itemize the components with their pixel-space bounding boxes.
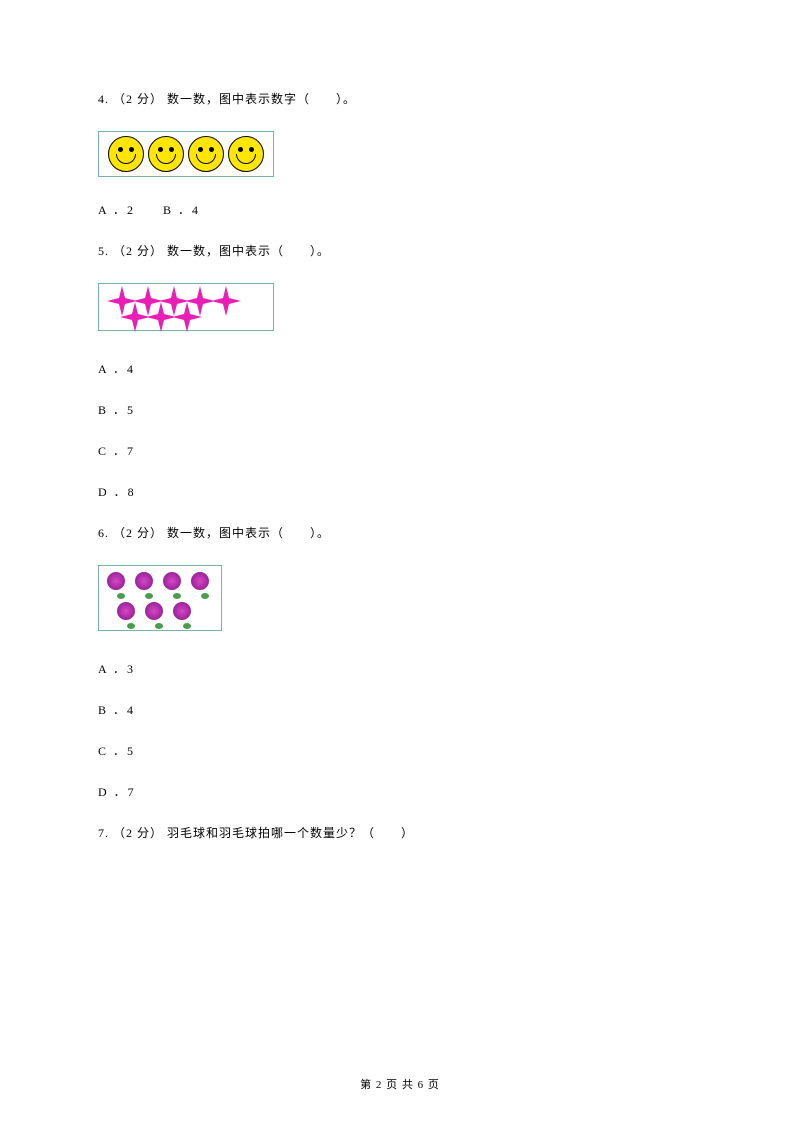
flower-icon: [107, 572, 131, 596]
question-5-option-c: C ．7: [98, 442, 702, 459]
question-4: 4. （2 分） 数一数，图中表示数字（ ）。 A ．2 B ．4: [98, 90, 702, 218]
flower-icon: [145, 602, 169, 626]
question-5-option-b: B ．5: [98, 401, 702, 418]
flower-icon: [135, 572, 159, 596]
question-6-option-b: B ．4: [98, 701, 702, 718]
question-6: 6. （2 分） 数一数，图中表示（ ）。 A ．3 B ．4 C ．5 D ．…: [98, 524, 702, 800]
flower-icon: [191, 572, 215, 596]
smiley-icon: [188, 136, 224, 172]
question-5-option-a: A ．4: [98, 360, 702, 377]
question-5-option-d: D ．8: [98, 483, 702, 500]
smiley-icon: [148, 136, 184, 172]
star-icon: [211, 286, 241, 316]
question-5-figure: [98, 283, 274, 331]
question-7-text: 7. （2 分） 羽毛球和羽毛球拍哪一个数量少？（ ）: [98, 824, 702, 841]
flower-icon: [163, 572, 187, 596]
question-6-option-c: C ．5: [98, 742, 702, 759]
smiley-icon: [228, 136, 264, 172]
question-6-figure: [98, 565, 222, 631]
flower-icon: [173, 602, 197, 626]
page-footer: 第 2 页 共 6 页: [0, 1076, 800, 1092]
question-4-options: A ．2 B ．4: [98, 201, 702, 218]
question-4-text: 4. （2 分） 数一数，图中表示数字（ ）。: [98, 90, 702, 107]
question-6-text: 6. （2 分） 数一数，图中表示（ ）。: [98, 524, 702, 541]
flower-icon: [117, 602, 141, 626]
question-5-text: 5. （2 分） 数一数，图中表示（ ）。: [98, 242, 702, 259]
question-4-figure: [98, 131, 274, 177]
question-6-option-d: D ．7: [98, 783, 702, 800]
question-6-option-a: A ．3: [98, 660, 702, 677]
question-5: 5. （2 分） 数一数，图中表示（ ）。 A ．4 B ．5 C ．7 D ．…: [98, 242, 702, 500]
smiley-icon: [108, 136, 144, 172]
star-icon: [172, 302, 202, 332]
question-7: 7. （2 分） 羽毛球和羽毛球拍哪一个数量少？（ ）: [98, 824, 702, 841]
